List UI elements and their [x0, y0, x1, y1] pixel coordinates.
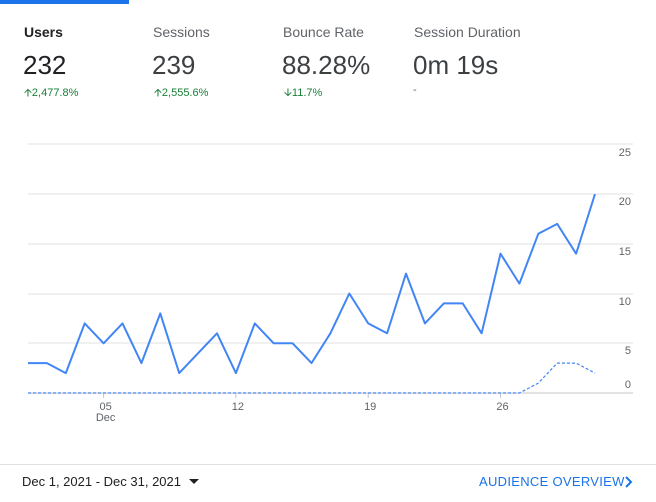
metric-delta-bounce-rate: 🡫11.7% [284, 84, 322, 103]
dropdown-caret-icon [189, 479, 199, 484]
metric-value-sessions: 239 [152, 50, 196, 80]
x-tick-label: 12 [232, 401, 244, 413]
metric-value-users: 232 [23, 50, 67, 80]
metric-delta-sessions: 🡩2,555.6% [154, 84, 208, 103]
delta-value: 2,477.8% [31, 87, 79, 99]
active-tab-indicator [0, 0, 129, 4]
y-tick-label: 25 [619, 147, 631, 159]
x-tick-label: 05 [99, 401, 111, 413]
x-tick-label: 19 [364, 401, 376, 413]
metric-value-bounce-rate: 88.28% [282, 50, 371, 80]
audience-overview-link[interactable]: AUDIENCE OVERVIEW [479, 474, 625, 489]
metric-label-session-duration: Session Duration [414, 24, 521, 40]
metric-label-users: Users [24, 24, 63, 40]
delta-value: 2,555.6% [161, 87, 209, 99]
metric-label-bounce-rate: Bounce Rate [283, 24, 364, 40]
chevron-right-icon[interactable] [622, 474, 636, 490]
date-range-picker[interactable]: Dec 1, 2021 - Dec 31, 2021 [22, 474, 199, 489]
arrow-down-icon: 🡫 [284, 87, 292, 99]
arrow-up-icon: 🡩 [24, 87, 32, 99]
x-tick-label: 26 [496, 401, 508, 413]
metric-tabs: Users 232 🡩2,477.8% Sessions 239 🡩2,555.… [0, 0, 656, 112]
y-tick-label: 15 [619, 246, 631, 258]
metric-label-sessions: Sessions [153, 24, 210, 40]
metric-value-session-duration: 0m 19s [413, 50, 499, 80]
y-tick-label: 5 [625, 345, 631, 357]
metric-delta-session-duration: - [413, 84, 417, 96]
tab-sessions[interactable]: Sessions 239 🡩2,555.6% [130, 0, 260, 112]
metric-delta-users: 🡩2,477.8% [24, 84, 78, 103]
y-tick-label: 20 [619, 196, 631, 208]
users-series-line [28, 193, 596, 375]
tab-session-duration[interactable]: Session Duration 0m 19s - [390, 0, 540, 112]
arrow-up-icon: 🡩 [154, 87, 162, 99]
tab-users[interactable]: Users 232 🡩2,477.8% [0, 0, 130, 112]
y-tick-label: 0 [625, 379, 631, 391]
tab-bounce-rate[interactable]: Bounce Rate 88.28% 🡫11.7% [260, 0, 390, 112]
comparison-series-line [28, 362, 596, 394]
x-tick-sublabel: Dec [96, 412, 116, 424]
y-tick-label: 10 [619, 296, 631, 308]
footer-divider [0, 464, 656, 465]
delta-value: 11.7% [291, 87, 323, 99]
date-range-label: Dec 1, 2021 - Dec 31, 2021 [22, 474, 181, 489]
